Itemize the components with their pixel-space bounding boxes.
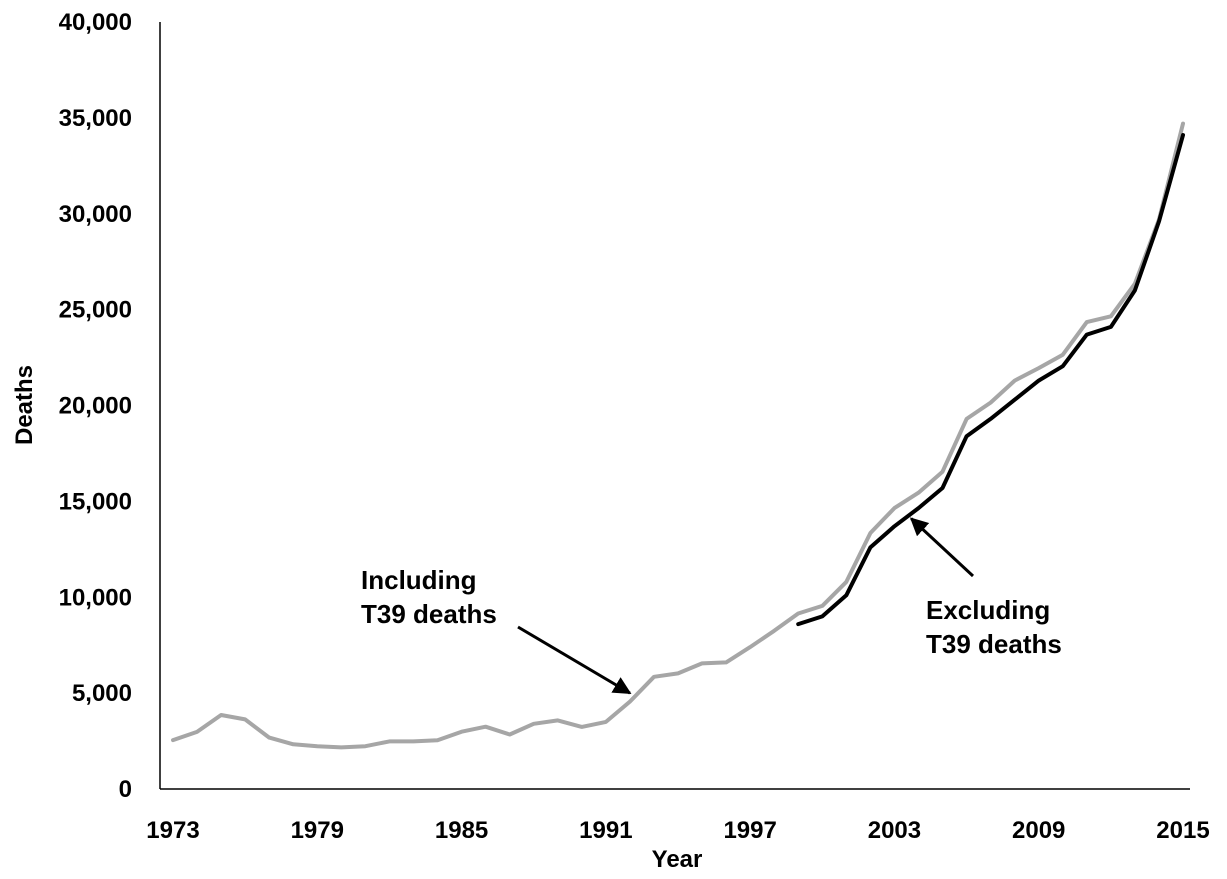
annotation-excluding: Excluding T39 deaths (909, 517, 1062, 659)
x-tick-label: 2009 (1012, 817, 1065, 844)
series-line-excluding-t39 (796, 133, 1185, 627)
annotation-including-line1: Including (361, 565, 477, 595)
x-tick-label: 1997 (723, 817, 776, 844)
annotation-excluding-line1: Excluding (926, 595, 1050, 625)
annotation-including-line2: T39 deaths (361, 599, 497, 629)
y-tick-label: 15,000 (59, 488, 132, 515)
y-tick-label: 10,000 (59, 584, 132, 611)
axes (159, 22, 1190, 790)
series-line-including-t39 (171, 121, 1185, 750)
x-tick-label: 1979 (291, 817, 344, 844)
x-tick-labels: 1973 1979 1985 1991 1997 2003 2009 2015 (146, 817, 1209, 844)
x-tick-label: 1973 (146, 817, 199, 844)
y-tick-label: 25,000 (59, 297, 132, 324)
annotation-excluding-line2: T39 deaths (926, 629, 1062, 659)
x-tick-label: 2015 (1156, 817, 1209, 844)
annotation-excluding-arrow (909, 517, 975, 578)
series-layer (171, 121, 1185, 750)
y-tick-label: 35,000 (59, 105, 132, 132)
y-tick-label: 20,000 (59, 393, 132, 420)
y-tick-label: 40,000 (59, 9, 132, 36)
x-tick-label: 1985 (435, 817, 488, 844)
y-tick-label: 0 (119, 776, 132, 803)
y-tick-labels: 0 5,000 10,000 15,000 20,000 25,000 30,000 35,0… (59, 9, 132, 803)
x-axis-title: Year (652, 846, 703, 873)
y-tick-label: 30,000 (59, 201, 132, 228)
y-axis-title: Deaths (11, 365, 38, 445)
x-tick-label: 1991 (579, 817, 632, 844)
x-tick-label: 2003 (868, 817, 921, 844)
y-tick-label: 5,000 (72, 680, 132, 707)
annotation-including-arrow (517, 625, 632, 695)
annotation-including: Including T39 deaths (361, 565, 632, 695)
